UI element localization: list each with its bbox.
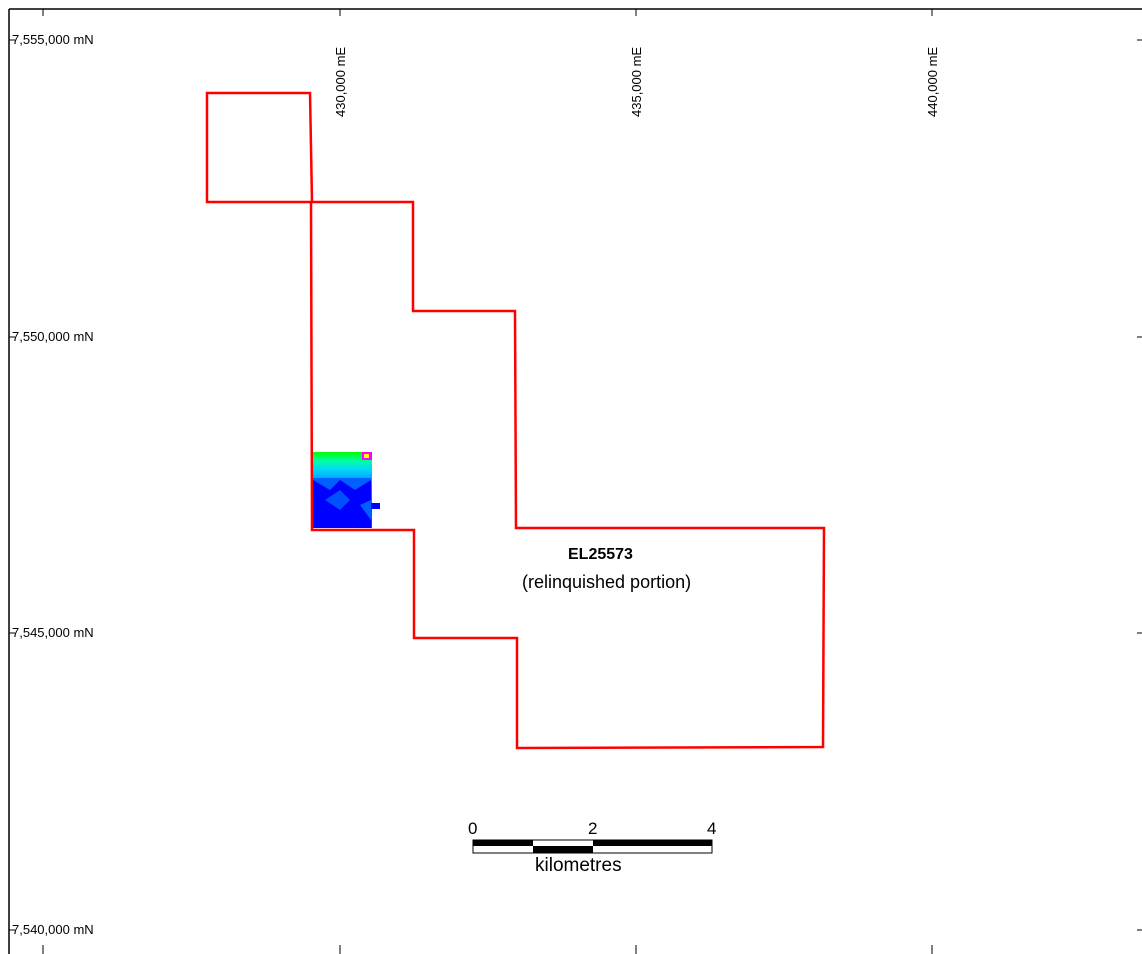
tenement-description-label: (relinquished portion) [522, 572, 692, 592]
anomaly-grid [312, 452, 380, 528]
scale-bar-tick-4: 4 [707, 819, 717, 838]
easting-label-435000: 435,000 mE [629, 46, 644, 117]
grid-ticks [9, 9, 1142, 954]
northing-label-7545000: 7,545,000 mN [12, 625, 94, 640]
scale-bar-tick-2: 2 [588, 819, 598, 838]
tenement-boundary [205, 91, 826, 750]
northing-label-7555000: 7,555,000 mN [12, 32, 94, 47]
northing-label-7550000: 7,550,000 mN [12, 329, 94, 344]
scale-bar-unit-label: kilometres [535, 855, 622, 876]
scale-bar [472, 839, 713, 854]
easting-label-430000: 430,000 mE [333, 46, 348, 117]
scale-bar-tick-0: 0 [468, 819, 478, 838]
easting-label-440000: 440,000 mE [925, 46, 940, 117]
northing-label-7540000: 7,540,000 mN [12, 922, 94, 937]
map-frame [8, 8, 1142, 954]
tenement-id-label: EL25573 [568, 546, 633, 563]
